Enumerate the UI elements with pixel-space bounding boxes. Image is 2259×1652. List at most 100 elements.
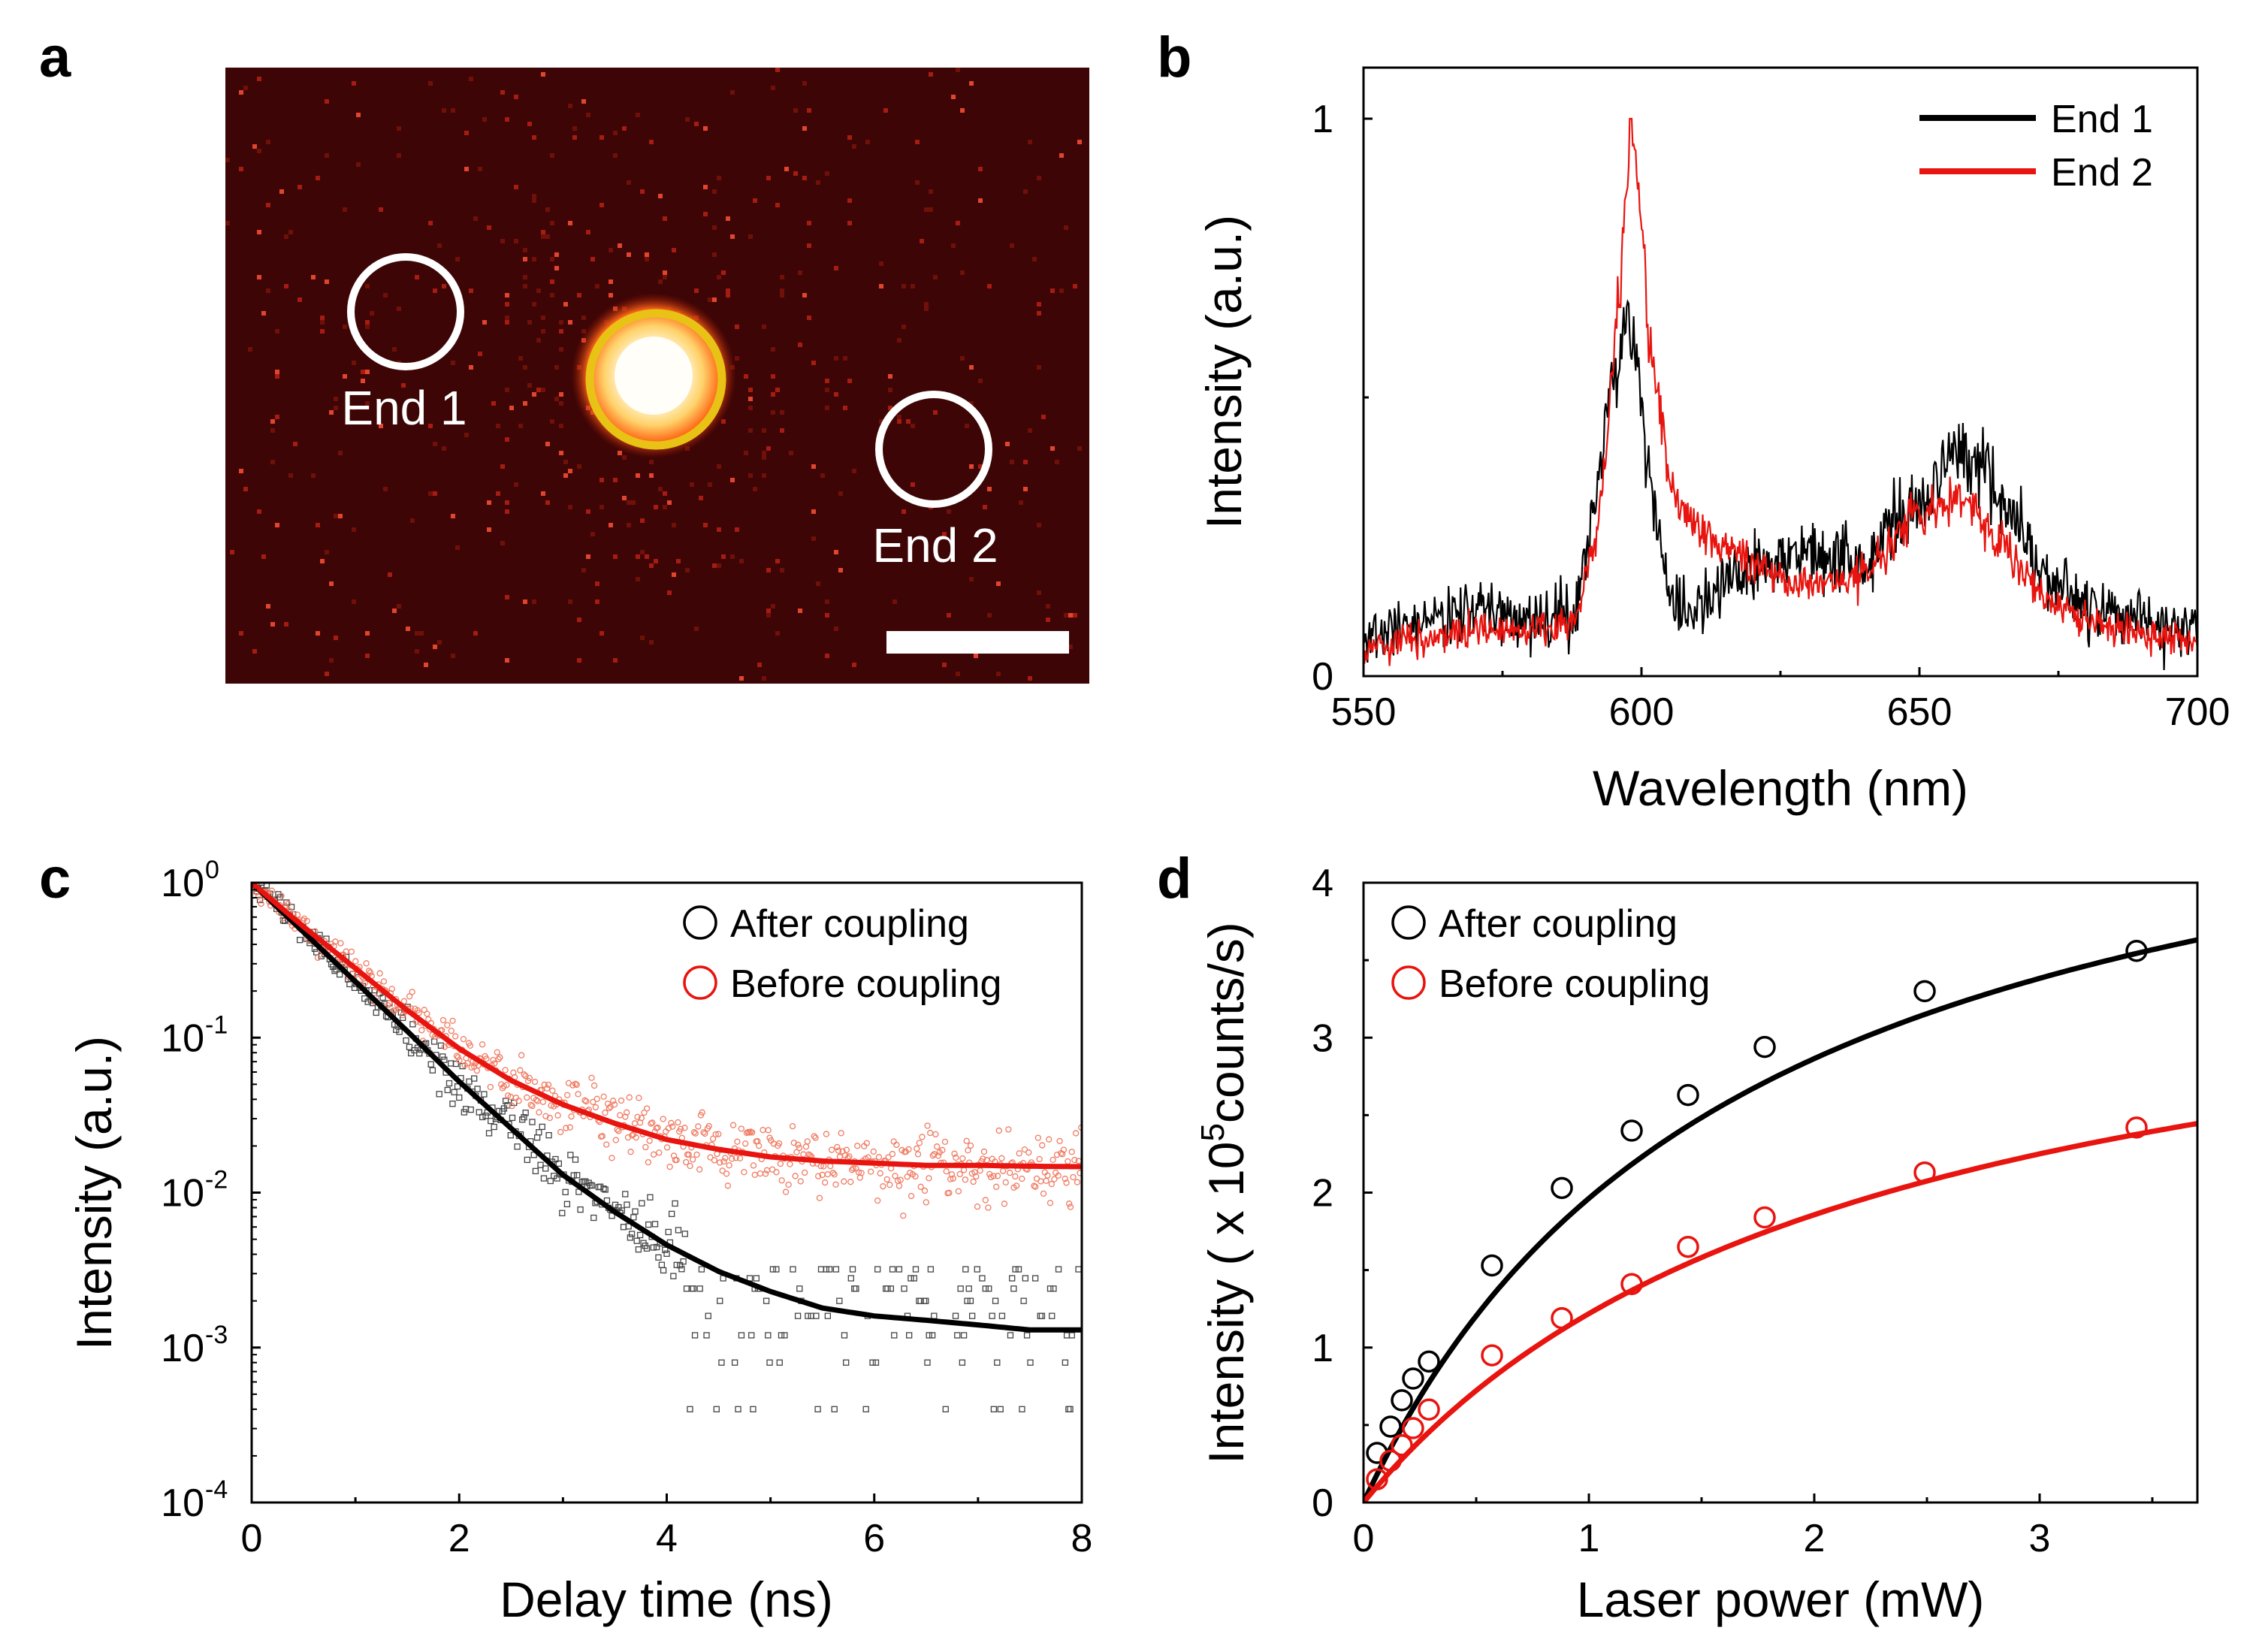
- noise-pixel: [559, 401, 563, 406]
- noise-pixel: [888, 406, 892, 410]
- decay-point-after: [430, 1038, 438, 1045]
- noise-pixel: [279, 189, 284, 194]
- noise-pixel: [563, 460, 568, 464]
- noise-pixel: [599, 203, 604, 207]
- decay-point-before: [828, 1146, 835, 1153]
- power-points-after: [1366, 940, 2148, 1464]
- noise-pixel: [951, 243, 956, 248]
- decay-point-after: [931, 1312, 938, 1319]
- decay-point-before: [970, 1178, 977, 1185]
- noise-pixel: [618, 451, 622, 455]
- decay-point-before: [573, 1081, 580, 1089]
- power-point-before: [1402, 1417, 1424, 1439]
- decay-point-before: [439, 1016, 447, 1024]
- decay-point-after: [841, 1332, 848, 1339]
- decay-point-after: [889, 1266, 896, 1273]
- noise-pixel: [365, 370, 370, 374]
- decay-point-before: [526, 1074, 533, 1082]
- noise-pixel: [559, 424, 563, 428]
- noise-pixel: [464, 433, 469, 437]
- noise-pixel: [956, 672, 960, 676]
- noise-pixel: [717, 275, 721, 279]
- decay-point-before: [995, 1127, 1002, 1134]
- noise-pixel: [270, 419, 275, 424]
- noise-pixel: [352, 599, 356, 604]
- decay-point-after: [1007, 1332, 1014, 1339]
- noise-pixel: [703, 523, 708, 527]
- decay-point-after: [479, 1113, 486, 1121]
- decay-point-after: [602, 1186, 609, 1193]
- decay-point-after: [427, 1061, 434, 1068]
- noise-pixel: [275, 370, 279, 374]
- noise-pixel: [834, 356, 838, 361]
- noise-pixel: [766, 446, 771, 451]
- noise-pixel: [708, 297, 712, 302]
- noise-pixel: [523, 284, 527, 288]
- decay-point-after: [663, 1250, 670, 1257]
- noise-pixel: [419, 631, 424, 636]
- decay-point-before: [467, 1042, 474, 1049]
- y-tick-label-c: 10: [161, 1481, 204, 1525]
- noise-pixel: [735, 356, 739, 361]
- decay-point-before: [1043, 1177, 1049, 1184]
- noise-pixel: [442, 446, 446, 451]
- decay-point-after: [636, 1231, 644, 1239]
- decay-point-after: [1020, 1297, 1027, 1304]
- noise-pixel: [275, 329, 279, 334]
- decay-point-before: [834, 1143, 841, 1151]
- noise-pixel: [455, 545, 460, 550]
- decay-point-after: [717, 1297, 723, 1304]
- decay-point-before: [756, 1142, 763, 1149]
- y-tick-exp-c: -4: [205, 1475, 228, 1504]
- noise-pixel: [270, 428, 275, 433]
- decay-point-after: [445, 1080, 453, 1087]
- noise-pixel: [595, 581, 599, 586]
- noise-pixel: [920, 239, 924, 243]
- decay-point-before: [563, 1125, 569, 1131]
- noise-pixel: [257, 77, 261, 81]
- noise-pixel: [744, 374, 748, 379]
- decay-point-before: [645, 1158, 652, 1166]
- power-point-after: [1391, 1389, 1413, 1412]
- noise-pixel: [649, 473, 654, 478]
- noise-pixel: [320, 329, 325, 334]
- decay-point-after: [474, 1086, 481, 1092]
- noise-pixel: [613, 153, 618, 158]
- decay-point-before: [545, 1081, 552, 1089]
- noise-pixel: [1046, 618, 1050, 622]
- x-axis-c: 0 2 4 6 8: [241, 1493, 1092, 1560]
- decay-point-after: [895, 1266, 903, 1273]
- decay-point-before: [777, 1160, 784, 1167]
- noise-pixel: [987, 487, 992, 491]
- noise-pixel: [721, 419, 726, 424]
- noise-pixel: [568, 221, 572, 225]
- decay-point-after: [364, 998, 371, 1005]
- decay-point-after: [572, 1156, 579, 1163]
- noise-pixel: [789, 451, 793, 455]
- decay-fit-before: [252, 883, 1082, 1170]
- decay-point-after: [1023, 1332, 1031, 1339]
- decay-point-before: [1063, 1179, 1070, 1186]
- noise-pixel: [834, 627, 838, 631]
- power-point-before: [1391, 1433, 1413, 1457]
- decay-point-after: [313, 949, 320, 956]
- decay-point-before: [1077, 1170, 1082, 1176]
- noise-pixel: [654, 505, 658, 509]
- noise-pixel: [455, 257, 460, 261]
- decay-point-after: [555, 1160, 562, 1167]
- decay-point-before: [1056, 1137, 1063, 1145]
- decay-point-before: [515, 1098, 522, 1104]
- decay-point-before: [1046, 1136, 1052, 1143]
- decay-point-before: [880, 1183, 886, 1190]
- xlabel-c: Delay time (ns): [500, 1572, 833, 1627]
- noise-pixel: [717, 176, 721, 180]
- noise-pixel: [365, 401, 370, 406]
- noise-pixel: [892, 599, 897, 604]
- noise-pixel: [243, 86, 248, 90]
- legend-c-label-before: Before coupling: [730, 962, 1001, 1006]
- noise-pixel: [266, 288, 270, 293]
- noise-pixel: [568, 104, 572, 108]
- decay-point-before: [663, 1144, 671, 1151]
- decay-point-before: [998, 1155, 1005, 1161]
- noise-pixel: [284, 234, 288, 239]
